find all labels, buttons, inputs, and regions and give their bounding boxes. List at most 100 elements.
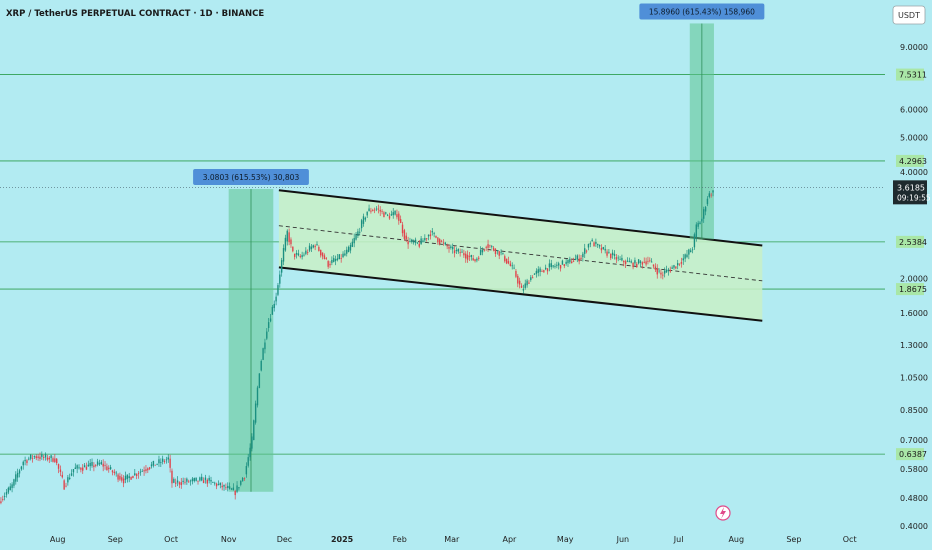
candle-body[interactable] — [667, 269, 670, 272]
candle-body[interactable] — [334, 259, 337, 261]
candle-body[interactable] — [478, 257, 480, 259]
candle-body[interactable] — [3, 495, 6, 497]
candle-body[interactable] — [496, 250, 499, 251]
candle-body[interactable] — [450, 246, 452, 248]
candle-body[interactable] — [154, 464, 156, 466]
candle-body[interactable] — [347, 247, 350, 253]
candle-body[interactable] — [431, 231, 433, 233]
candle-body[interactable] — [487, 244, 489, 248]
candle-body[interactable] — [37, 456, 39, 458]
candle-body[interactable] — [457, 249, 460, 252]
candle-body[interactable] — [277, 285, 279, 295]
candle-body[interactable] — [234, 491, 236, 496]
candle-body[interactable] — [639, 261, 642, 263]
candle-body[interactable] — [307, 252, 309, 254]
lightning-icon[interactable] — [715, 505, 731, 521]
candle-body[interactable] — [485, 246, 487, 248]
candle-body[interactable] — [331, 259, 333, 263]
candle-body[interactable] — [576, 255, 578, 260]
candle-body[interactable] — [85, 466, 88, 470]
candle-body[interactable] — [119, 475, 121, 480]
currency-button[interactable]: USDT — [892, 5, 926, 25]
candle-body[interactable] — [28, 458, 30, 460]
candle-body[interactable] — [448, 246, 450, 249]
candle-body[interactable] — [593, 242, 595, 247]
candle-body[interactable] — [528, 282, 530, 284]
candle-body[interactable] — [565, 261, 567, 264]
candle-body[interactable] — [137, 473, 140, 475]
candle-body[interactable] — [264, 342, 266, 350]
candle-body[interactable] — [623, 260, 625, 263]
candle-body[interactable] — [697, 222, 699, 227]
candle-body[interactable] — [193, 478, 195, 482]
candle-body[interactable] — [595, 241, 597, 244]
candle-body[interactable] — [241, 477, 244, 482]
channel-upper-line[interactable] — [278, 189, 763, 247]
candle-body[interactable] — [537, 269, 539, 273]
candle-body[interactable] — [160, 462, 162, 464]
candle-body[interactable] — [364, 217, 367, 220]
candle-body[interactable] — [626, 260, 629, 262]
candle-body[interactable] — [703, 209, 705, 219]
candle-body[interactable] — [210, 480, 212, 482]
candle-body[interactable] — [398, 213, 400, 221]
candle-body[interactable] — [333, 258, 335, 262]
candle-body[interactable] — [530, 277, 532, 280]
candle-body[interactable] — [500, 252, 502, 254]
candle-body[interactable] — [455, 249, 458, 252]
candle-body[interactable] — [585, 250, 588, 252]
candle-body[interactable] — [95, 465, 97, 466]
candle-body[interactable] — [636, 263, 638, 267]
candle-body[interactable] — [163, 460, 166, 462]
candle-body[interactable] — [232, 487, 235, 491]
candle-body[interactable] — [641, 262, 644, 265]
candle-body[interactable] — [33, 456, 36, 458]
candle-body[interactable] — [230, 488, 233, 490]
candle-body[interactable] — [132, 476, 134, 479]
candle-body[interactable] — [286, 230, 288, 242]
candle-body[interactable] — [505, 258, 508, 264]
candle-body[interactable] — [48, 457, 50, 460]
candle-body[interactable] — [156, 463, 158, 465]
level-price-tag[interactable] — [896, 68, 924, 81]
candle-body[interactable] — [20, 466, 23, 470]
candle-body[interactable] — [312, 245, 314, 248]
candle-body[interactable] — [399, 219, 402, 224]
candle-body[interactable] — [524, 283, 526, 288]
candle-body[interactable] — [104, 465, 106, 466]
candle-body[interactable] — [35, 456, 37, 459]
candle-body[interactable] — [67, 477, 69, 483]
candle-body[interactable] — [167, 457, 169, 460]
candle-body[interactable] — [63, 480, 65, 490]
candle-body[interactable] — [2, 499, 4, 500]
candle-body[interactable] — [409, 241, 411, 242]
candle-body[interactable] — [11, 484, 13, 488]
candle-body[interactable] — [80, 467, 82, 470]
candle-body[interactable] — [425, 238, 428, 240]
candle-body[interactable] — [150, 464, 153, 467]
candle-body[interactable] — [5, 492, 8, 495]
candle-body[interactable] — [416, 242, 419, 244]
candle-body[interactable] — [494, 248, 497, 254]
candle-body[interactable] — [297, 253, 300, 256]
channel-lower-line[interactable] — [278, 266, 763, 322]
candle-body[interactable] — [42, 457, 45, 458]
candle-body[interactable] — [323, 255, 326, 259]
candle-body[interactable] — [56, 458, 58, 464]
candle-body[interactable] — [215, 483, 218, 487]
candle-body[interactable] — [600, 247, 603, 251]
candle-body[interactable] — [507, 261, 510, 264]
candle-body[interactable] — [78, 467, 80, 469]
candle-body[interactable] — [368, 208, 370, 212]
measure-label-box[interactable] — [193, 168, 309, 185]
candle-body[interactable] — [111, 470, 114, 473]
candle-body[interactable] — [526, 280, 528, 286]
candle-body[interactable] — [275, 296, 277, 302]
candle-body[interactable] — [212, 482, 214, 483]
candle-body[interactable] — [336, 258, 339, 260]
candle-body[interactable] — [346, 249, 348, 254]
candle-body[interactable] — [513, 267, 515, 269]
candle-body[interactable] — [355, 234, 357, 240]
candle-body[interactable] — [660, 272, 662, 275]
candle-body[interactable] — [344, 253, 346, 256]
